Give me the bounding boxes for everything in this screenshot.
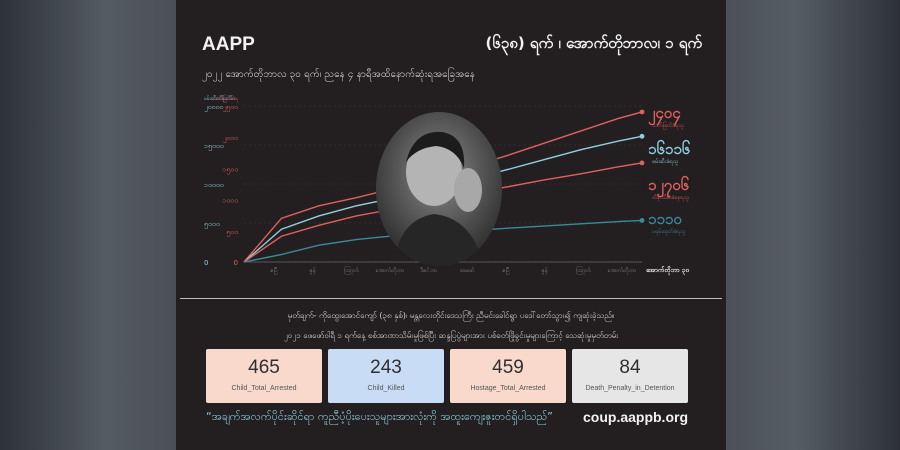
x-tick-label: ဒီဇင်ဘာ [420, 266, 437, 274]
y-left-tick-label: ၁၅၀၀၀ [204, 142, 224, 151]
stat-value: 84 [619, 357, 641, 378]
brand-logo: AAPP [202, 34, 255, 55]
stat-label: Child_Killed [367, 385, 405, 392]
victim-portrait [376, 112, 502, 266]
x-tick-label: အောက်တိုဘာ [376, 266, 404, 275]
series-end-value: ၁၁၁၀ [648, 210, 682, 228]
y-right-tick-label: 0 [234, 259, 238, 267]
series-end-dot [639, 109, 645, 115]
thanks-quote: “အချက်အလက်ပိုင်းဆိုင်ရာ ကူညီပံ့ပိုးပေးသူ… [206, 410, 553, 423]
y-right-tick-label: ၂၀၀၀ [222, 134, 238, 143]
note-line-2: ၂၀၂၁ ဖေဖော်ဝါရီ ၁ ရက်နေ့ စစ်အာဏာသိမ်းမှု… [283, 331, 619, 340]
series-end-dot [639, 160, 645, 166]
y-right-axis-label: သတ်ဖြတ်ခံရ [213, 95, 239, 102]
stat-label: Death_Penalty_in_Detention [585, 385, 675, 392]
x-tick-label: ဧပြီ [502, 266, 509, 275]
stat-value: 465 [248, 357, 280, 378]
stat-label: Hostage_Total_Arrested [470, 385, 546, 392]
stat-child-killed: 243 Child_Killed [328, 349, 444, 403]
stat-death-penalty: 84 Death_Penalty_in_Detention [572, 349, 688, 403]
series-end-dot [639, 218, 645, 223]
y-right-tick-label: ၂၅၀၀ [222, 103, 238, 112]
y-right-tick-label: ၁၀၀၀ [222, 197, 238, 205]
x-tick-label: ဇွန် [542, 266, 548, 275]
series-end-name: ဖမ်းဆီးခံရသူ [652, 157, 678, 166]
background-left-blur [0, 0, 176, 450]
headline: (၆၃၈) ရက် ၊ အောက်တိုဘာလ၊ ၁ ရက် [485, 34, 702, 52]
stat-child-total-arrested: 465 Child_Total_Arrested [206, 349, 322, 403]
y-left-tick-label: ၁၀၀၀၀ [204, 181, 224, 189]
series-end-name: ဝရမ်းထုတ်ခံရသူ [652, 227, 685, 236]
subtitle: ၂၀၂၂ အောက်တိုဘာလ ၃၀ ရက်၊ ညနေ ၄ နာရီအထိနေ… [202, 69, 475, 80]
series-end-name: သတ်ဖြတ်ခံရသူ [652, 120, 684, 130]
series-end-value: ၁၆၁၁၆ [648, 139, 691, 158]
background-right-blur [724, 0, 900, 450]
stats-row: 465 Child_Total_Arrested 243 Child_Kille… [206, 349, 688, 403]
series-end-value: ၂၄၀၄ [648, 104, 681, 126]
stat-value: 459 [492, 357, 524, 378]
x-tick-label: အောက်တိုဘာ [608, 266, 636, 275]
portrait-photo [376, 112, 502, 266]
note-line-1: မှတ်ချက်- ကိုထွေးအောင်ကျော် (၃၈ နှစ်)၊ မ… [287, 311, 615, 320]
y-right-tick-label: ၁၅၀၀ [222, 165, 238, 174]
x-tick-label: ဩဂုတ် [576, 265, 591, 275]
series-end-labels: ၂၄၀၄သတ်ဖြတ်ခံရသူ၁၆၁၁၆ဖမ်းဆီးခံရသူ၁၂၇၀၆ထိ… [648, 104, 691, 236]
x-end-label: အောက်တိုဘာ ၃၀ [646, 266, 689, 276]
y-left-tick-label: ၂၀၀၀၀ [203, 103, 223, 112]
series-end-name: ထိန်းသိမ်းခံနေရသူ [652, 193, 689, 202]
series-end-value: ၁၂၇၀၆ [648, 175, 690, 198]
y-left-tick-label: 0 [204, 259, 208, 267]
y-right-tick-label: ၅၀၀ [226, 228, 238, 237]
x-tick-label: ဇွန် [310, 266, 316, 275]
x-tick-label: ဧပြီ [270, 266, 277, 275]
x-axis-ticks: ဧပြီ ဇွန် ဩဂုတ် အောက်တိုဘာ ဒီဇင်ဘာ ဖေဖော် ဧပြီ… [270, 265, 689, 276]
stat-hostage-total-arrested: 459 Hostage_Total_Arrested [450, 349, 566, 403]
y-left-axis-label: ဖမ်းဆီးထိန်းသိမ်း [204, 96, 235, 102]
stat-label: Child_Total_Arrested [231, 385, 297, 392]
y-left-tick-label: ၅၀၀၀ [204, 220, 220, 229]
x-tick-label: ဩဂုတ် [344, 265, 359, 275]
infographic-card: AAPP (၆၃၈) ရက် ၊ အောက်တိုဘာလ၊ ၁ ရက် ၂၀၂၂… [176, 0, 726, 450]
divider [180, 298, 722, 299]
series-end-dot [639, 133, 645, 139]
stat-value: 243 [370, 357, 402, 378]
website-link[interactable]: coup.aappb.org [583, 409, 688, 425]
x-tick-label: ဖေဖော် [460, 266, 475, 274]
